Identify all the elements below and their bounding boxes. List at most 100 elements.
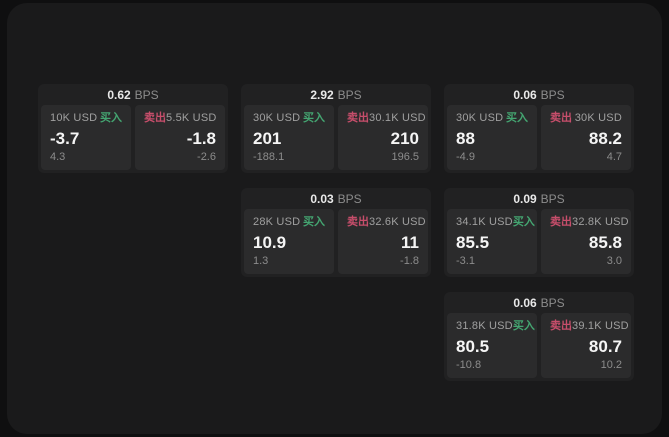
buy-amount: 10K USD	[50, 112, 98, 124]
buy-price: 10.9	[253, 232, 287, 252]
buy-panel-top: 30K USD 买入	[456, 112, 528, 125]
buy-panel[interactable]: 10K USD 买入 -3.7 4.3	[41, 105, 131, 170]
card-body: 30K USD 买入 88 -4.9 卖出 30K USD 88.2 4.7	[444, 105, 634, 173]
buy-panel[interactable]: 30K USD 买入 201 -188.1	[244, 105, 334, 170]
sell-sub-value: -2.6	[197, 151, 216, 163]
sell-panel[interactable]: 卖出 5.5K USD -1.8 -2.6	[135, 105, 225, 170]
sell-price: -1.8	[186, 128, 216, 148]
sell-sub-value: 196.5	[391, 151, 419, 163]
sell-amount: 5.5K USD	[166, 112, 217, 124]
buy-price: 85.5	[456, 232, 490, 252]
buy-tag: 买入	[506, 112, 528, 124]
buy-panel-top: 28K USD 买入	[253, 216, 325, 229]
sell-panel-top: 卖出 30K USD	[550, 112, 622, 125]
card-body: 10K USD 买入 -3.7 4.3 卖出 5.5K USD -1.8 -2.…	[38, 105, 228, 173]
sell-price: 210	[390, 128, 419, 148]
buy-price: -3.7	[50, 128, 80, 148]
sell-panel-top: 卖出 5.5K USD	[144, 112, 216, 125]
buy-panel-top: 34.1K USD 买入	[456, 216, 535, 229]
card-header: 2.92 BPS	[241, 84, 431, 105]
sell-price: 11	[401, 232, 419, 252]
bps-unit-label: BPS	[540, 295, 565, 310]
buy-tag: 买入	[100, 112, 122, 124]
sell-panel-top: 卖出 30.1K USD	[347, 112, 426, 125]
sell-tag: 卖出	[144, 112, 166, 124]
buy-price: 88	[456, 128, 475, 148]
buy-panel[interactable]: 31.8K USD 买入 80.5 -10.8	[447, 313, 537, 378]
card-body: 28K USD 买入 10.9 1.3 卖出 32.6K USD 11 -1.8	[241, 209, 431, 277]
card-header: 0.03 BPS	[241, 188, 431, 209]
bps-value: 0.03	[310, 191, 334, 206]
bps-value: 0.06	[513, 87, 537, 102]
sell-tag: 卖出	[550, 216, 572, 228]
sell-sub-value: -1.8	[400, 255, 419, 267]
buy-sub-value: -188.1	[253, 151, 285, 163]
buy-panel-top: 10K USD 买入	[50, 112, 122, 125]
buy-panel-top: 30K USD 买入	[253, 112, 325, 125]
sell-price: 88.2	[588, 128, 622, 148]
sell-amount: 30K USD	[574, 112, 622, 124]
buy-sub-value: 1.3	[253, 255, 269, 267]
sell-panel[interactable]: 卖出 30K USD 88.2 4.7	[541, 105, 631, 170]
sell-panel[interactable]: 卖出 32.6K USD 11 -1.8	[338, 209, 428, 274]
sell-panel[interactable]: 卖出 39.1K USD 80.7 10.2	[541, 313, 631, 378]
quote-card: 0.03 BPS 28K USD 买入 10.9 1.3 卖出 32.6K US…	[241, 188, 431, 277]
card-body: 31.8K USD 买入 80.5 -10.8 卖出 39.1K USD 80.…	[444, 313, 634, 381]
sell-panel[interactable]: 卖出 32.8K USD 85.8 3.0	[541, 209, 631, 274]
buy-panel[interactable]: 30K USD 买入 88 -4.9	[447, 105, 537, 170]
bps-value: 0.62	[107, 87, 131, 102]
buy-price: 201	[253, 128, 282, 148]
sell-tag: 卖出	[550, 112, 572, 124]
buy-amount: 30K USD	[253, 112, 301, 124]
quote-card: 2.92 BPS 30K USD 买入 201 -188.1 卖出 30.1K …	[241, 84, 431, 173]
buy-sub-value: -4.9	[456, 151, 475, 163]
sell-sub-value: 4.7	[606, 151, 622, 163]
sell-sub-value: 10.2	[600, 359, 622, 371]
sell-panel-top: 卖出 39.1K USD	[550, 320, 629, 333]
buy-panel[interactable]: 34.1K USD 买入 85.5 -3.1	[447, 209, 537, 274]
bps-unit-label: BPS	[337, 87, 362, 102]
bps-value: 0.09	[513, 191, 537, 206]
sell-amount: 32.8K USD	[572, 216, 629, 228]
card-body: 30K USD 买入 201 -188.1 卖出 30.1K USD 210 1…	[241, 105, 431, 173]
card-header: 0.06 BPS	[444, 84, 634, 105]
quote-card: 0.06 BPS 30K USD 买入 88 -4.9 卖出 30K USD 8…	[444, 84, 634, 173]
buy-sub-value: -3.1	[456, 255, 475, 267]
sell-tag: 卖出	[550, 320, 572, 332]
buy-amount: 28K USD	[253, 216, 301, 228]
bps-unit-label: BPS	[134, 87, 159, 102]
buy-tag: 买入	[512, 216, 535, 228]
sell-sub-value: 3.0	[606, 255, 622, 267]
sell-tag: 卖出	[347, 112, 369, 124]
sell-amount: 39.1K USD	[572, 320, 629, 332]
sell-panel[interactable]: 卖出 30.1K USD 210 196.5	[338, 105, 428, 170]
bps-unit-label: BPS	[540, 191, 565, 206]
buy-sub-value: -10.8	[456, 359, 482, 371]
card-header: 0.62 BPS	[38, 84, 228, 105]
card-body: 34.1K USD 买入 85.5 -3.1 卖出 32.8K USD 85.8…	[444, 209, 634, 277]
card-header: 0.06 BPS	[444, 292, 634, 313]
quote-card: 0.06 BPS 31.8K USD 买入 80.5 -10.8 卖出 39.1…	[444, 292, 634, 381]
buy-amount: 34.1K USD	[456, 216, 513, 228]
sell-panel-top: 卖出 32.8K USD	[550, 216, 629, 229]
sell-tag: 卖出	[347, 216, 369, 228]
bps-unit-label: BPS	[337, 191, 362, 206]
buy-tag: 买入	[303, 112, 325, 124]
quote-card: 0.62 BPS 10K USD 买入 -3.7 4.3 卖出 5.5K USD…	[38, 84, 228, 173]
card-header: 0.09 BPS	[444, 188, 634, 209]
buy-panel[interactable]: 28K USD 买入 10.9 1.3	[244, 209, 334, 274]
buy-amount: 30K USD	[456, 112, 504, 124]
quotes-panel: 0.62 BPS 10K USD 买入 -3.7 4.3 卖出 5.5K USD…	[7, 3, 662, 434]
sell-price: 80.7	[588, 336, 622, 356]
sell-amount: 30.1K USD	[369, 112, 426, 124]
bps-unit-label: BPS	[540, 87, 565, 102]
sell-panel-top: 卖出 32.6K USD	[347, 216, 426, 229]
buy-panel-top: 31.8K USD 买入	[456, 320, 535, 333]
buy-price: 80.5	[456, 336, 490, 356]
buy-amount: 31.8K USD	[456, 320, 513, 332]
quote-card: 0.09 BPS 34.1K USD 买入 85.5 -3.1 卖出 32.8K…	[444, 188, 634, 277]
buy-tag: 买入	[303, 216, 325, 228]
bps-value: 2.92	[310, 87, 334, 102]
buy-sub-value: 4.3	[50, 151, 66, 163]
sell-amount: 32.6K USD	[369, 216, 426, 228]
